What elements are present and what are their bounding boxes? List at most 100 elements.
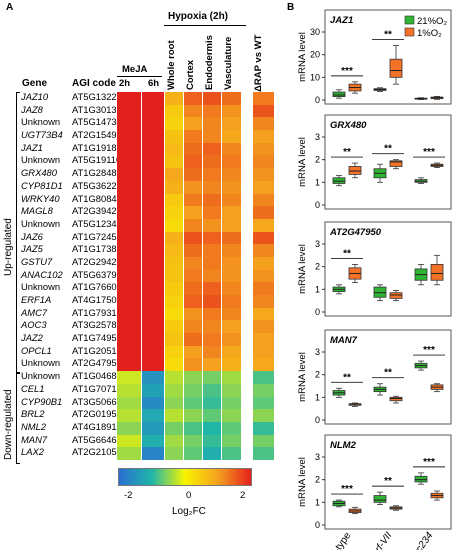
heatmap-cell bbox=[142, 295, 164, 309]
boxplot-title: NLM2 bbox=[330, 440, 357, 451]
heatmap-cell bbox=[222, 206, 241, 220]
y-tick-label: 3 bbox=[315, 132, 320, 142]
heatmap-cell bbox=[142, 396, 164, 410]
heatmap-cell bbox=[117, 320, 141, 334]
heatmap-cell bbox=[253, 358, 274, 372]
vasculature-header: Vasculature bbox=[223, 36, 234, 90]
colorbar-tick-high: 2 bbox=[240, 490, 246, 501]
heatmap-cell bbox=[142, 244, 164, 258]
heatmap-cell bbox=[184, 180, 202, 194]
box bbox=[430, 263, 444, 281]
heatmap-cell bbox=[222, 193, 241, 207]
heatmap-cell bbox=[165, 193, 183, 207]
significance-label: ** bbox=[384, 476, 392, 487]
agi-code: AT1G28480 bbox=[72, 167, 122, 179]
heatmap-cell bbox=[184, 307, 202, 321]
x-tick-label: erf-VII bbox=[370, 530, 395, 550]
legend-swatch-normoxia bbox=[404, 15, 415, 25]
heatmap-cell bbox=[142, 218, 164, 232]
significance-label: ** bbox=[384, 144, 392, 155]
boxplot-title: AT2G47950 bbox=[329, 227, 382, 238]
box bbox=[389, 396, 403, 402]
heatmap-cell bbox=[165, 155, 183, 169]
box bbox=[389, 58, 403, 78]
heatmap-cell bbox=[203, 421, 221, 435]
colorbar-label: Log₂FC bbox=[172, 506, 206, 517]
heatmap-cell bbox=[142, 447, 164, 461]
heatmap-cell bbox=[253, 142, 274, 156]
significance-label: ** bbox=[343, 372, 351, 383]
heatmap-cell bbox=[117, 193, 141, 207]
boxplot-frame bbox=[324, 221, 452, 317]
heatmap-cell bbox=[117, 130, 141, 144]
agi-code: AT2G15490 bbox=[72, 129, 122, 141]
significance-label: ** bbox=[384, 30, 392, 41]
y-tick-label: 0 bbox=[315, 415, 320, 425]
hypoxia-underline bbox=[164, 25, 246, 26]
heatmap-cell bbox=[184, 295, 202, 309]
agi-code: AT1G04680 bbox=[72, 370, 122, 382]
agi-code: AT1G17380 bbox=[72, 243, 122, 255]
agi-code: AT4G18910 bbox=[72, 420, 122, 432]
agi-code: AT2G21050 bbox=[72, 446, 122, 458]
heatmap-cell bbox=[184, 282, 202, 296]
boxplot-frame bbox=[324, 434, 452, 530]
gene-name: Unknown bbox=[21, 357, 61, 369]
heatmap-cell bbox=[253, 307, 274, 321]
heatmap-cell bbox=[117, 434, 141, 448]
heatmap-cell bbox=[184, 269, 202, 283]
heatmap-cell bbox=[253, 256, 274, 270]
box bbox=[332, 177, 346, 184]
heatmap-cell bbox=[203, 333, 221, 347]
boxplot-frame bbox=[324, 114, 452, 210]
heatmap-cell bbox=[142, 371, 164, 385]
agi-code: AT3G25780 bbox=[72, 319, 122, 331]
x-tick-label: myc234 bbox=[406, 530, 435, 550]
heatmap-cell bbox=[253, 218, 274, 232]
heatmap-cell bbox=[165, 130, 183, 144]
heatmap-cell bbox=[165, 307, 183, 321]
boxplot-title: MAN7 bbox=[330, 335, 358, 346]
agi-column-header: AGI code bbox=[72, 78, 116, 89]
gene-name: AMC7 bbox=[21, 306, 48, 318]
heatmap-cell bbox=[165, 333, 183, 347]
heatmap-cell bbox=[165, 345, 183, 359]
agi-code: AT1G76600 bbox=[72, 281, 122, 293]
heatmap-cell bbox=[253, 168, 274, 182]
gene-name: CYP81D1 bbox=[21, 179, 63, 191]
gene-name: CEL1 bbox=[21, 382, 45, 394]
y-tick-label: 0 bbox=[315, 95, 320, 105]
heatmap-cell bbox=[184, 333, 202, 347]
y-tick-label: 2 bbox=[315, 262, 320, 272]
boxplot-title: JAZ1 bbox=[330, 15, 353, 26]
agi-code: AT5G19110 bbox=[72, 154, 122, 166]
heatmap-cell bbox=[165, 231, 183, 245]
heatmap-cell bbox=[142, 155, 164, 169]
heatmap-cell bbox=[222, 130, 241, 144]
agi-code: AT5G13220 bbox=[72, 91, 122, 102]
heatmap-cell bbox=[142, 168, 164, 182]
agi-code: AT1G79310 bbox=[72, 306, 122, 318]
panel-b-label: B bbox=[287, 2, 295, 13]
heatmap-cell bbox=[222, 92, 241, 105]
gene-name: JAZ2 bbox=[21, 332, 43, 344]
up-regulated-label: Up-regulated bbox=[3, 218, 14, 276]
boxplot-frame bbox=[324, 329, 452, 425]
heatmap-cell bbox=[253, 383, 274, 397]
heatmap-cell bbox=[203, 104, 221, 118]
heatmap-cell bbox=[184, 421, 202, 435]
heatmap-cell bbox=[165, 206, 183, 220]
heatmap-cell bbox=[165, 421, 183, 435]
heatmap-cell bbox=[222, 269, 241, 283]
y-tick-label: 2 bbox=[315, 475, 320, 485]
heatmap-cell bbox=[203, 168, 221, 182]
expression-heatmap bbox=[117, 92, 274, 461]
heatmap-cell bbox=[165, 295, 183, 309]
heatmap-cell bbox=[142, 358, 164, 372]
heatmap-cell bbox=[184, 434, 202, 448]
heatmap-cell bbox=[222, 307, 241, 321]
heatmap-cell bbox=[203, 218, 221, 232]
heatmap-cell bbox=[142, 307, 164, 321]
agi-code: AT1G20510 bbox=[72, 344, 122, 356]
heatmap-cell bbox=[203, 130, 221, 144]
